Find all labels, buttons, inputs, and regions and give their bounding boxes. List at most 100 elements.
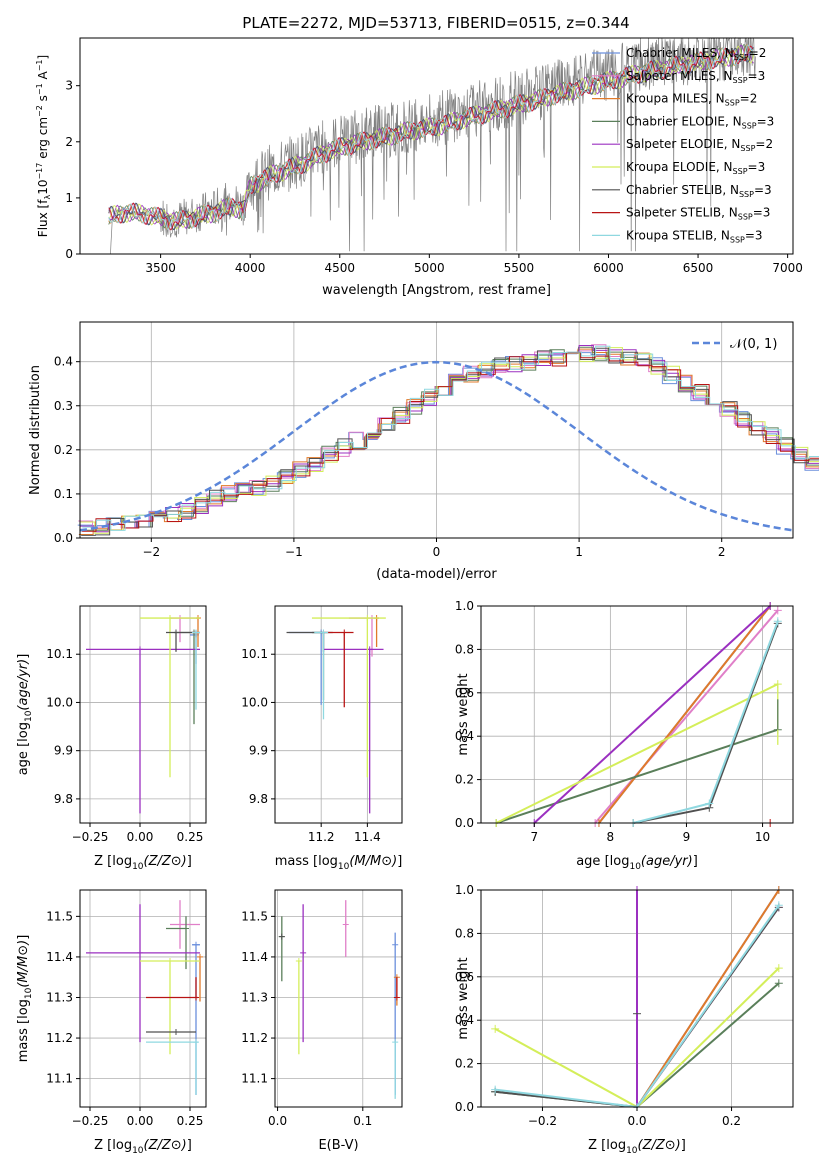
data-point: [295, 957, 302, 964]
legend-label: Salpeter ELODIE, NSSP=2: [626, 137, 773, 153]
data-point: [193, 629, 199, 636]
x-axis-label: age [log10(age/yr)]: [576, 854, 698, 872]
x-tick-label: 0.25: [177, 830, 204, 844]
data-point: [193, 994, 199, 1001]
data-point: [193, 1039, 199, 1046]
x-axis-label: Z [log10(Z/Z⊙)]: [94, 1138, 192, 1156]
series-line: [632, 620, 779, 824]
x-tick-label: 0.2: [722, 1114, 741, 1128]
y-tick-label: 0.6: [455, 970, 474, 984]
y-tick-label: 11.5: [241, 909, 268, 923]
y-tick-label: 0: [65, 247, 73, 261]
y-tick-label: 3: [65, 79, 73, 93]
y-tick-label: 11.3: [46, 990, 73, 1004]
legend-label: Chabrier STELIB, NSSP=3: [626, 183, 772, 199]
axes-frame: [79, 605, 207, 824]
x-axis-label: wavelength [Angstrom, rest frame]: [322, 283, 551, 298]
y-tick-label: 1.0: [455, 883, 474, 897]
y-axis-label: mass weight: [456, 673, 471, 755]
y-tick-label: 11.2: [46, 1031, 73, 1045]
axes-frame: [480, 605, 794, 824]
x-tick-label: 2: [718, 545, 726, 559]
x-tick-label: 3500: [145, 261, 176, 275]
x-axis-label: E(B-V): [318, 1138, 358, 1153]
x-tick-label: −0.25: [72, 1114, 109, 1128]
spectrum-model-line: [108, 47, 754, 230]
x-axis-label: Z [log10(Z/Z⊙)]: [94, 854, 192, 872]
y-tick-label: 0.0: [455, 1100, 474, 1114]
axes-frame: [79, 889, 207, 1108]
series-marker: [774, 964, 783, 973]
y-tick-label: 11.4: [46, 950, 73, 964]
y-tick-label: 0.8: [455, 926, 474, 940]
legend-label: Chabrier ELODIE, NSSP=3: [626, 114, 774, 130]
series-line: [495, 683, 779, 824]
y-tick-label: 0.6: [455, 686, 474, 700]
x-tick-label: 5000: [414, 261, 445, 275]
y-tick-label: 0.4: [455, 1013, 474, 1027]
x-tick-label: 1: [575, 545, 583, 559]
series-line: [594, 609, 779, 824]
y-tick-label: 2: [65, 135, 73, 149]
data-point: [173, 629, 179, 636]
series-marker: [705, 799, 714, 808]
histogram-step: [81, 347, 819, 536]
x-axis-label: (data-model)/error: [376, 567, 497, 582]
histogram-step: [80, 347, 819, 534]
mass-vs-Z-panel: −0.25 0.00 0.25 11.1 11.2 11.3 11.4 11.5 Z [log1…: [16, 889, 207, 1156]
y-tick-label: 10.0: [46, 695, 73, 709]
y-tick-label: 1.0: [455, 599, 474, 613]
data-point: [300, 949, 307, 956]
x-tick-label: 0: [433, 545, 441, 559]
data-point: [167, 957, 173, 964]
y-axis-label: mass weight: [456, 957, 471, 1039]
age-vs-mass-panel: 11.2 11.4 9.8 9.9 10.0 10.1 mass [log10(M/M⊙)]: [241, 605, 403, 872]
x-tick-label: −2: [142, 545, 160, 559]
y-tick-label: 0.4: [455, 729, 474, 743]
y-tick-label: 0.2: [455, 773, 474, 787]
histogram-step: [78, 344, 819, 529]
x-tick-label: −1: [285, 545, 303, 559]
y-tick-label: 0.8: [455, 642, 474, 656]
x-tick-label: 8: [607, 830, 615, 844]
y-tick-label: 0.0: [54, 531, 73, 545]
x-tick-label: 6000: [593, 261, 624, 275]
data-point: [364, 615, 371, 622]
data-point: [177, 921, 183, 928]
series-marker: [774, 901, 783, 910]
x-tick-label: 4500: [324, 261, 355, 275]
x-tick-label: −0.25: [72, 830, 109, 844]
x-tick-label: 0.25: [177, 1114, 204, 1128]
series-marker: [774, 979, 783, 988]
spectrum-model-line: [108, 44, 754, 231]
legend-label: Kroupa MILES, NSSP=2: [626, 92, 757, 108]
y-tick-label: 11.5: [46, 909, 73, 923]
series-line: [533, 605, 771, 824]
data-point: [342, 921, 349, 928]
y-tick-label: 0.3: [54, 399, 73, 413]
x-tick-label: 0.0: [268, 1114, 287, 1128]
y-axis-label: Flux [fλ10−17 erg cm−2 s−1 A−1]: [35, 55, 52, 237]
x-axis-label: Z [log10(Z/Z⊙)]: [588, 1138, 686, 1156]
data-point: [392, 941, 399, 948]
histogram-step: [81, 351, 819, 532]
x-tick-label: 0.1: [353, 1114, 372, 1128]
mw-vs-Z-panel: −0.2 0.0 0.2 0.0 0.2 0.4 0.6 0.8 1.0 Z [log10(Z/Z…: [455, 883, 794, 1156]
x-tick-label: 7000: [772, 261, 803, 275]
data-point: [320, 629, 327, 636]
histogram-step: [80, 344, 819, 533]
y-tick-label: 9.8: [54, 792, 73, 806]
age-vs-Z-panel: −0.25 0.00 0.25 9.8 9.9 10.0 10.1 Z [log10(Z/Z⊙…: [16, 605, 207, 872]
legend-label: Salpeter STELIB, NSSP=3: [626, 206, 770, 222]
y-tick-label: 11.1: [46, 1072, 73, 1086]
data-point: [173, 1028, 179, 1035]
x-tick-label: 11.2: [308, 830, 335, 844]
y-tick-label: 0.2: [54, 443, 73, 457]
x-axis-label: mass [log10(M/M⊙)]: [275, 854, 403, 872]
spectrum-model-line: [108, 44, 754, 230]
data-point: [392, 1039, 399, 1046]
x-tick-label: 6500: [683, 261, 714, 275]
series-marker: [773, 617, 782, 626]
figure-title: PLATE=2272, MJD=53713, FIBERID=0515, z=0…: [242, 14, 629, 32]
y-tick-label: 11.4: [241, 950, 268, 964]
